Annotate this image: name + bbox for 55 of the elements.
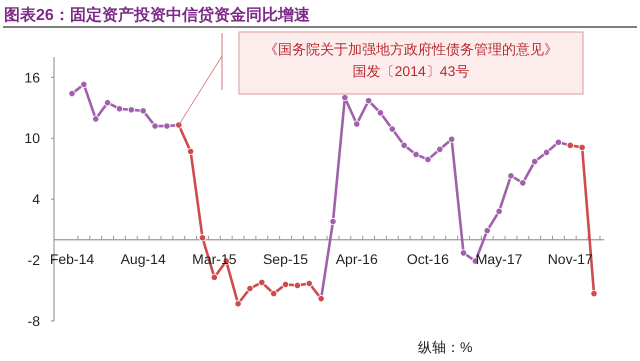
x-tick-label: Feb-14 [50,250,94,267]
point [531,158,538,166]
point [234,300,242,308]
x-tick-label: Oct-16 [406,250,450,267]
point [507,172,515,180]
point [329,218,337,226]
point [282,280,290,288]
point [376,109,384,116]
point [151,122,159,130]
x-tick-label: Sep-15 [262,250,308,267]
point [198,234,206,242]
point [92,115,100,123]
chart-title: 图表26：固定资产投资中信贷资金同比增速 [4,6,311,24]
y-tick-label: -2 [28,252,40,268]
point [187,148,194,156]
point [163,122,171,130]
text: 纵轴：% [418,339,472,355]
point [542,148,550,156]
point [128,106,135,114]
x-tick-label: Apr-16 [336,250,378,267]
point [460,249,468,257]
point [484,227,491,234]
point [246,284,254,292]
annotation: 国发〔2014〕43号 [352,63,470,79]
point [590,290,598,298]
point [140,107,147,114]
point [210,274,218,281]
point [68,90,76,98]
point [116,105,124,112]
point [412,150,420,158]
text: 《国务院关于加强地方政府性债务管理的意见》 [264,41,558,57]
point [341,94,348,102]
y-tick-label: -8 [28,313,40,329]
point [400,142,408,149]
y-tick-label: 4 [32,191,40,208]
x-tick-label: May-17 [476,250,523,267]
point [388,125,396,133]
x-tick-label: Aug-14 [120,250,166,267]
point [104,99,112,106]
point [554,138,562,146]
point [424,156,432,164]
point [306,280,313,288]
point [519,179,526,187]
y-tick-label: 10 [24,130,40,146]
point [258,278,266,286]
point [495,208,503,215]
point [578,144,586,151]
point [294,282,302,290]
point [364,97,372,104]
point [270,290,278,298]
point [353,120,360,128]
point [436,146,444,153]
point [80,80,88,88]
y-tick-label: 16 [24,69,40,86]
point [448,136,456,143]
